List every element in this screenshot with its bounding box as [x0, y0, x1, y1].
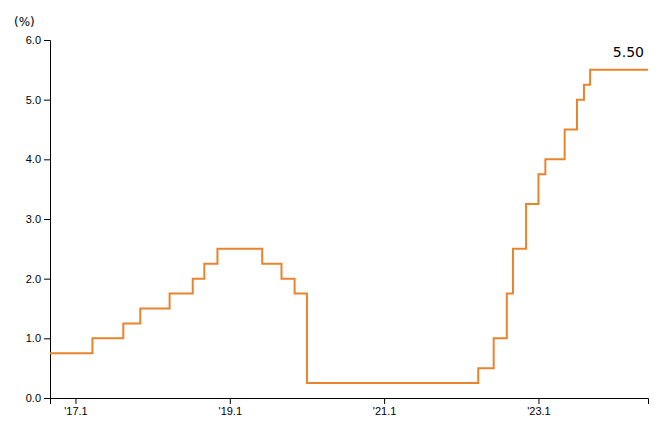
x-tick-label: '19.1	[219, 405, 243, 417]
y-axis: 0.0 1.0 2.0 3.0 4.0 5.0 6.0	[26, 34, 51, 404]
plot: '17.1 '19.1 '21.1 '23.1 0.0 1.0 2.0 3.0 4.0 5.0 6.…	[26, 34, 649, 417]
marks	[50, 70, 648, 383]
y-tick-label: 2.0	[26, 273, 41, 285]
chart: '17.1 '19.1 '21.1 '23.1 0.0 1.0 2.0 3.0 4.0 5.0 6.…	[0, 0, 672, 432]
y-tick-label: 1.0	[26, 332, 41, 344]
y-tick-label: 3.0	[26, 213, 41, 225]
x-tick: '23.1	[527, 398, 551, 417]
y-tick-label: 5.0	[26, 94, 41, 106]
y-tick: 1.0	[26, 332, 50, 344]
x-axis: '17.1 '19.1 '21.1 '23.1	[51, 398, 649, 417]
x-tick: '19.1	[219, 398, 243, 417]
y-tick-mark	[44, 338, 50, 339]
x-tick-mark	[230, 398, 231, 404]
x-tick-label: '23.1	[527, 405, 551, 417]
y-tick: 3.0	[26, 213, 50, 225]
y-axis-label: (%)	[14, 15, 35, 29]
y-tick-mark	[44, 159, 50, 160]
y-tick: 6.0	[26, 34, 50, 46]
y-tick-label: 4.0	[26, 153, 41, 165]
y-tick-mark	[44, 40, 50, 41]
y-tick-mark	[44, 398, 50, 399]
x-tick: '17.1	[64, 398, 88, 417]
x-tick-mark	[538, 398, 539, 404]
y-tick-mark	[44, 219, 50, 220]
y-axis-line	[44, 41, 51, 399]
y-tick-mark	[44, 100, 50, 101]
x-tick: '21.1	[373, 398, 397, 417]
x-tick-label: '21.1	[373, 405, 397, 417]
y-tick: 2.0	[26, 273, 50, 285]
y-tick-label: 0.0	[26, 392, 41, 404]
x-tick-mark	[75, 398, 76, 404]
y-tick: 4.0	[26, 153, 50, 165]
y-tick: 5.0	[26, 94, 50, 106]
x-axis-line	[51, 399, 649, 405]
y-tick: 0.0	[26, 392, 50, 404]
y-tick-mark	[44, 279, 50, 280]
x-tick-mark	[384, 398, 385, 404]
x-tick-label: '17.1	[64, 405, 88, 417]
y-tick-label: 6.0	[26, 34, 41, 46]
step-line	[50, 70, 648, 383]
annotation: 5.50	[613, 44, 644, 60]
